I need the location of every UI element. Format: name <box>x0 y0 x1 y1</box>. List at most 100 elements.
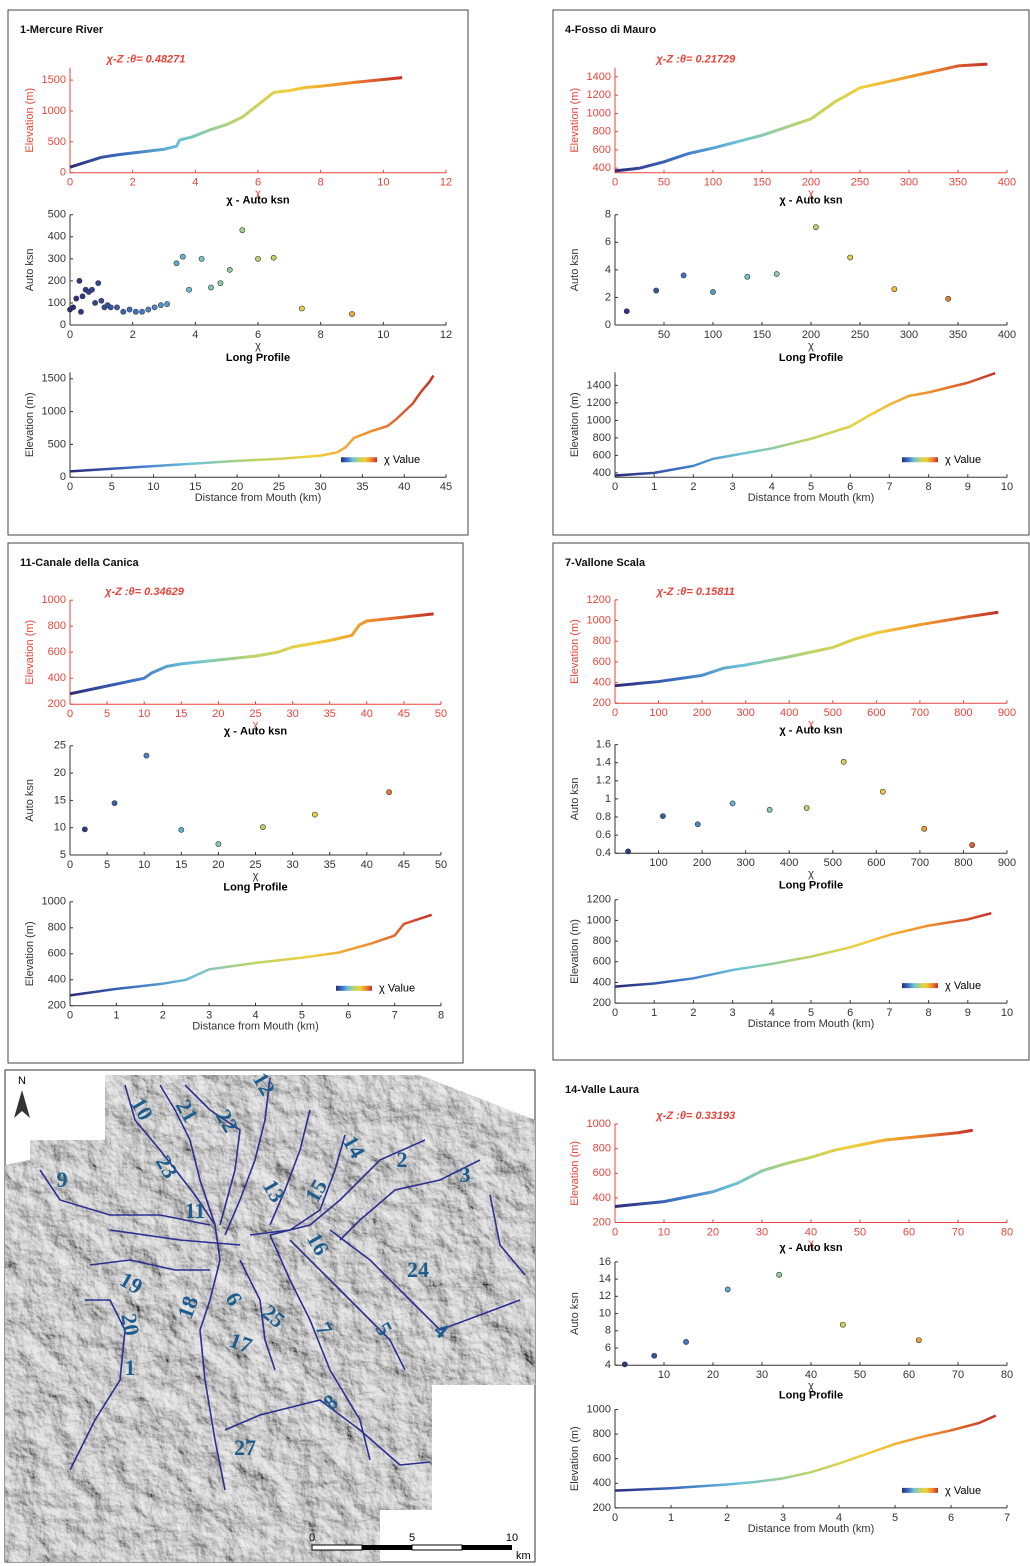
subplot: Long Profile2004006008001000120001234567… <box>569 880 1013 1030</box>
x-tick-label: 0 <box>612 481 618 493</box>
ksn-point <box>260 825 265 830</box>
ksn-point <box>652 1353 657 1358</box>
y-tick-label: 600 <box>593 449 611 461</box>
ksn-point <box>80 294 85 299</box>
ksn-point <box>710 289 715 294</box>
x-tick-label: 60 <box>903 1226 915 1238</box>
x-tick-label: 60 <box>903 1369 915 1381</box>
y-tick-label: 1400 <box>587 379 611 391</box>
x-tick-label: 80 <box>1001 1369 1013 1381</box>
x-tick-label: 200 <box>693 707 711 719</box>
x-axis-label: χ <box>253 870 259 882</box>
annotation: χ-Z :θ= 0.21729 <box>655 54 736 66</box>
y-tick-label: 1200 <box>587 397 611 409</box>
y-tick-label: 1000 <box>42 896 66 908</box>
x-tick-label: 50 <box>435 859 447 871</box>
scale-unit: km <box>516 1550 531 1562</box>
x-tick-label: 4 <box>192 329 198 341</box>
y-tick-label: 300 <box>48 253 66 265</box>
ksn-point <box>108 305 113 310</box>
x-tick-label: 5 <box>104 859 110 871</box>
ksn-point <box>114 305 119 310</box>
x-tick-label: 800 <box>954 707 972 719</box>
x-tick-label: 0 <box>612 1007 618 1019</box>
ksn-point <box>133 309 138 314</box>
y-tick-label: 800 <box>593 1428 611 1440</box>
ksn-point <box>970 842 975 847</box>
y-tick-label: 200 <box>48 275 66 287</box>
profile-line <box>615 1416 996 1491</box>
y-tick-label: 1000 <box>587 414 611 426</box>
y-tick-label: 1.6 <box>596 739 611 751</box>
ksn-point <box>745 274 750 279</box>
ksn-point <box>179 827 184 832</box>
x-tick-label: 12 <box>440 177 452 189</box>
subplot: 7-Vallone Scalaχ-Z :θ= 0.158112004006008… <box>565 557 1016 730</box>
figure: N 10212212142392311131516241918625754201… <box>0 0 1030 1566</box>
y-tick-label: 600 <box>593 956 611 968</box>
y-axis-label: Elevation (m) <box>24 620 36 685</box>
stream-label: 9 <box>57 1167 68 1192</box>
x-tick-label: 35 <box>324 708 336 720</box>
y-axis-label: Elevation (m) <box>569 1141 581 1206</box>
y-tick-label: 200 <box>593 997 611 1009</box>
x-tick-label: 150 <box>753 177 771 189</box>
x-tick-label: 2 <box>724 1512 730 1524</box>
legend-colorbar <box>902 983 938 988</box>
x-tick-label: 7 <box>886 1007 892 1019</box>
x-tick-label: 100 <box>649 707 667 719</box>
x-tick-label: 9 <box>965 1007 971 1019</box>
x-tick-label: 0 <box>612 707 618 719</box>
legend-colorbar <box>902 1488 938 1493</box>
ksn-point <box>139 309 144 314</box>
ksn-point <box>96 281 101 286</box>
legend-label: χ Value <box>945 454 981 466</box>
x-tick-label: 45 <box>398 708 410 720</box>
ksn-point <box>71 305 76 310</box>
ksn-point <box>892 287 897 292</box>
x-tick-label: 10 <box>147 481 159 493</box>
profile-line <box>70 78 402 168</box>
y-tick-label: 200 <box>48 1000 66 1012</box>
subplot: Long Profile4006008001000120014000123456… <box>569 352 1013 504</box>
ksn-point <box>99 298 104 303</box>
x-tick-label: 3 <box>730 481 736 493</box>
y-axis-label: Auto ksn <box>569 248 581 291</box>
y-tick-label: 600 <box>593 1167 611 1179</box>
y-tick-label: 0 <box>60 471 66 483</box>
ksn-point <box>386 790 391 795</box>
x-tick-label: 50 <box>658 177 670 189</box>
scale-bar <box>312 1545 362 1550</box>
subplot: χ - Auto ksn468101214161020304050607080A… <box>569 1242 1013 1392</box>
ksn-point <box>922 826 927 831</box>
x-tick-label: 1 <box>651 1007 657 1019</box>
y-tick-label: 20 <box>54 767 66 779</box>
x-tick-label: 300 <box>900 329 918 341</box>
y-tick-label: 400 <box>48 672 66 684</box>
subplot: χ - Auto ksn0246850100150200250300350400… <box>569 195 1016 352</box>
x-tick-label: 50 <box>854 1369 866 1381</box>
panel-title: 11-Canale della Canica <box>20 557 139 569</box>
x-tick-label: 40 <box>361 708 373 720</box>
ksn-point <box>144 753 149 758</box>
y-tick-label: 400 <box>593 162 611 174</box>
y-tick-label: 400 <box>593 1192 611 1204</box>
y-tick-label: 400 <box>48 974 66 986</box>
y-tick-label: 4 <box>605 1359 611 1371</box>
x-tick-label: 2 <box>160 1010 166 1022</box>
north-label: N <box>18 1075 26 1087</box>
x-tick-label: 0 <box>67 481 73 493</box>
x-axis-label: Distance from Mouth (km) <box>192 1021 319 1033</box>
subplot-title: Long Profile <box>779 352 843 364</box>
x-tick-label: 300 <box>900 177 918 189</box>
x-tick-label: 30 <box>756 1369 768 1381</box>
x-tick-label: 20 <box>212 708 224 720</box>
x-tick-label: 2 <box>690 481 696 493</box>
y-tick-label: 2 <box>605 291 611 303</box>
ksn-point <box>916 1338 921 1343</box>
subplot-title: Long Profile <box>226 352 290 364</box>
y-tick-label: 400 <box>593 1477 611 1489</box>
x-tick-label: 300 <box>736 707 754 719</box>
